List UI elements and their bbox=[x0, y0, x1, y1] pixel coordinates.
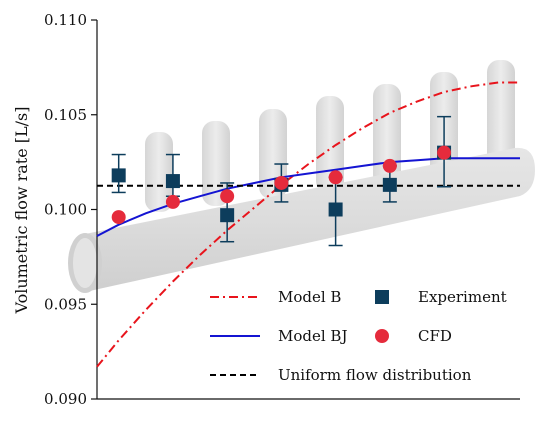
y-tick-label: 0.090 bbox=[44, 390, 87, 408]
legend-swatch bbox=[375, 329, 389, 343]
experiment-point bbox=[220, 208, 235, 223]
y-tick-label: 0.095 bbox=[44, 295, 87, 313]
cfd-point bbox=[220, 189, 235, 204]
legend-swatch bbox=[375, 290, 389, 304]
cfd-point bbox=[382, 158, 397, 173]
y-ticks: 0.090 0.095 0.100 0.105 0.110 bbox=[44, 11, 97, 408]
experiment-point bbox=[111, 168, 126, 183]
series-points bbox=[111, 115, 452, 247]
legend: Model B Experiment Model BJ CFD Uniform flow… bbox=[210, 288, 507, 384]
cfd-point bbox=[274, 175, 289, 190]
cfd-point bbox=[437, 145, 452, 160]
y-axis-label: Volumetric flow rate [L/s] bbox=[12, 107, 31, 315]
series-line-0 bbox=[96, 81, 520, 368]
legend-label: CFD bbox=[418, 327, 452, 345]
experiment-point bbox=[382, 177, 397, 192]
cfd-point bbox=[328, 170, 343, 185]
series-line-1 bbox=[96, 157, 520, 237]
legend-label: Experiment bbox=[418, 288, 507, 306]
experiment-point bbox=[165, 174, 180, 189]
experiment-point bbox=[328, 202, 343, 217]
cfd-point bbox=[111, 210, 126, 225]
y-tick-label: 0.110 bbox=[44, 11, 87, 29]
y-tick-label: 0.100 bbox=[44, 201, 87, 219]
legend-label: Uniform flow distribution bbox=[278, 366, 472, 384]
cfd-point bbox=[165, 194, 180, 209]
y-tick-label: 0.105 bbox=[44, 106, 87, 124]
legend-label: Model BJ bbox=[278, 327, 347, 345]
legend-label: Model B bbox=[278, 288, 341, 306]
manifold-pipe-illustration bbox=[68, 60, 535, 293]
